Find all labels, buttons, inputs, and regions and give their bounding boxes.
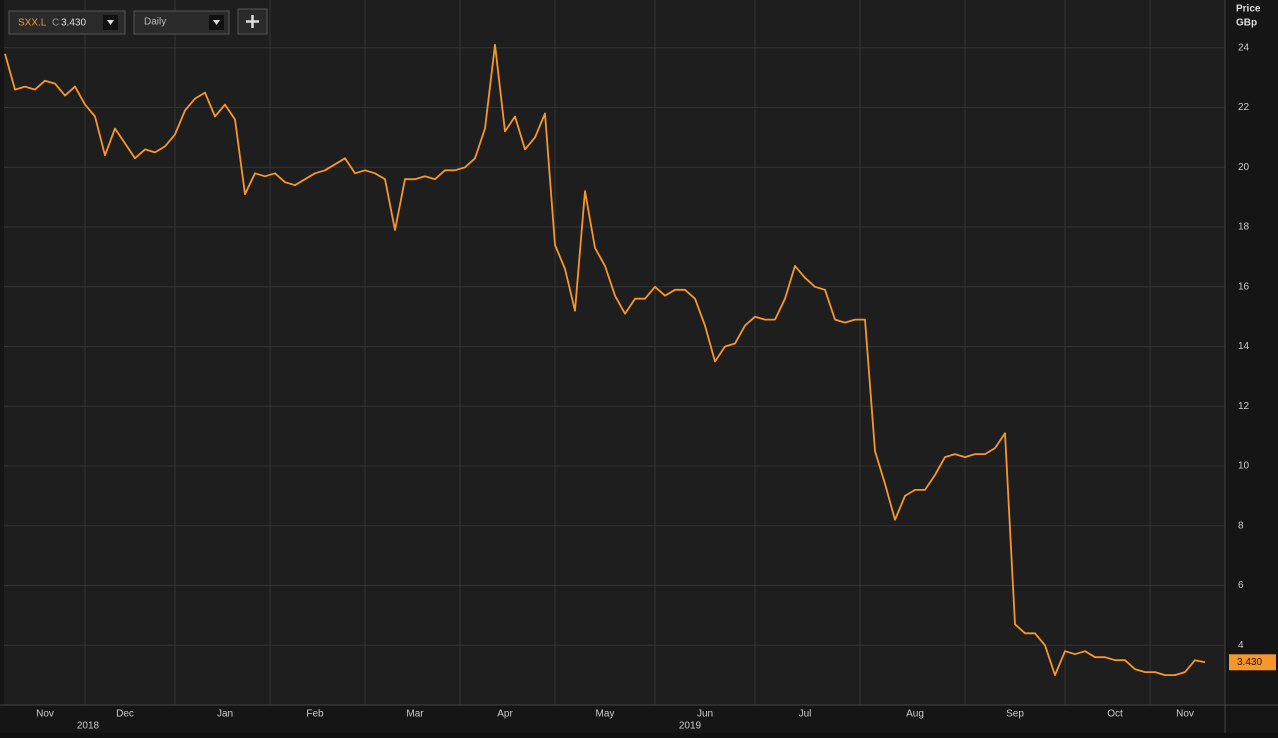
x-tick-label: Jan <box>217 709 233 720</box>
plot <box>4 43 1206 676</box>
year-label: 2019 <box>679 721 702 732</box>
y-tick-label: 12 <box>1238 401 1250 412</box>
y-tick-label: 14 <box>1238 341 1250 352</box>
year-label: 2018 <box>77 721 100 732</box>
x-tick-label: Sep <box>1006 709 1024 720</box>
x-tick-label: Jun <box>697 709 713 720</box>
axis-title: Price <box>1236 4 1261 15</box>
x-tick-label: Jul <box>799 709 812 720</box>
close-value: 3.430 <box>61 18 86 29</box>
grid <box>4 0 1225 705</box>
y-tick-label: 6 <box>1238 580 1244 591</box>
arrow-icon <box>213 20 220 25</box>
last-price-label: 3.430 <box>1237 657 1262 668</box>
plus-icon <box>246 15 259 28</box>
x-tick-label: Feb <box>306 709 324 720</box>
x-tick-label: Aug <box>906 709 924 720</box>
axis-unit: GBp <box>1236 18 1257 29</box>
x-tick-label: Mar <box>406 709 424 720</box>
y-tick-label: 4 <box>1238 640 1244 651</box>
y-tick-label: 10 <box>1238 461 1250 472</box>
x-tick-label: May <box>596 709 615 720</box>
last-price-box <box>1229 654 1276 671</box>
interval: Daily <box>144 17 166 28</box>
x-tick-label: Apr <box>497 709 513 720</box>
arrow-icon <box>107 20 114 25</box>
x-tick-label: Oct <box>1107 709 1123 720</box>
y-tick-label: 22 <box>1238 102 1250 113</box>
close-prefix: C <box>52 18 59 29</box>
x-tick-label: Nov <box>1176 709 1194 720</box>
y-tick-label: 18 <box>1238 222 1250 233</box>
price-line <box>4 43 1206 676</box>
y-tick-label: 16 <box>1238 281 1250 292</box>
x-tick-label: Nov <box>36 709 54 720</box>
interval-selector[interactable] <box>133 10 230 35</box>
symbol-selector[interactable] <box>8 10 126 35</box>
y-tick-label: 24 <box>1238 42 1250 53</box>
x-tick-label: Dec <box>116 709 134 720</box>
y-tick-label: 20 <box>1238 162 1250 173</box>
ticker: SXX.L <box>18 18 47 29</box>
plot-area <box>4 0 1225 705</box>
y-tick-label: 8 <box>1238 520 1244 531</box>
